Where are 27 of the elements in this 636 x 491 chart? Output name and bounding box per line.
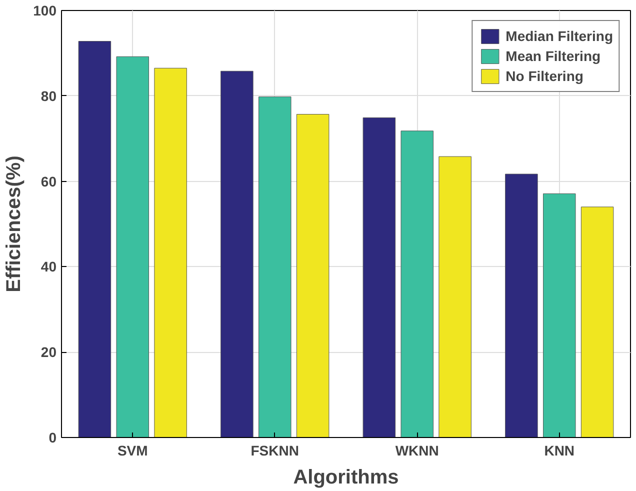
x-tick-label: SVM: [117, 442, 148, 458]
bar: [116, 56, 149, 438]
y-axis-title: Efficiences(%): [3, 156, 26, 292]
bar: [505, 174, 538, 438]
y-tick-label: 0: [48, 430, 57, 446]
bar: [296, 114, 330, 438]
bar: [154, 68, 187, 438]
y-tick-label: 60: [40, 173, 57, 190]
y-tick-label: 40: [40, 258, 57, 275]
bar: [220, 70, 254, 438]
x-tick-label: FSKNN: [250, 442, 299, 458]
bar: [258, 96, 292, 438]
x-tick-label: KNN: [544, 442, 575, 458]
y-tick-label: 100: [33, 2, 57, 18]
bar: [78, 40, 112, 438]
bar: [580, 206, 614, 438]
bar: [543, 193, 576, 438]
x-tick-label: WKNN: [395, 442, 439, 458]
legend-label: No Filtering: [506, 68, 584, 84]
y-tick-label: 20: [40, 344, 57, 360]
bar: [362, 117, 396, 438]
legend-label: Median Filtering: [506, 28, 613, 44]
y-tick-label: 80: [40, 88, 57, 104]
x-axis-title: Algorithms: [293, 466, 399, 488]
bar: [438, 156, 472, 438]
legend-label: Mean Filtering: [506, 48, 601, 64]
bar: [400, 130, 434, 438]
